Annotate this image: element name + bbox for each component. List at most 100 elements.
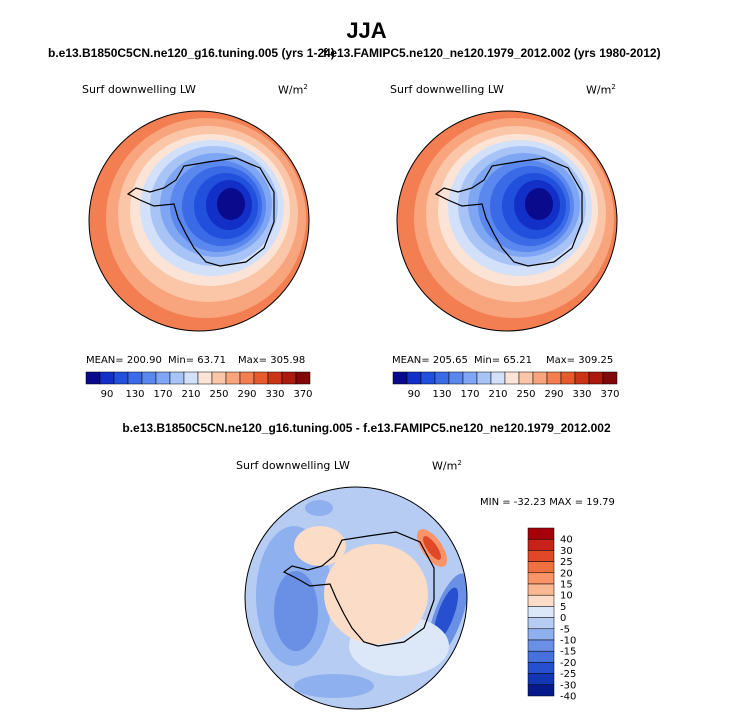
panel2-min: Min= 65.21 (474, 355, 532, 366)
colorbar-tick-label: 90 (101, 389, 114, 400)
colorbar-swatch (527, 639, 555, 652)
colorbar-swatch (295, 371, 311, 385)
colorbar-swatch (434, 371, 450, 385)
colorbar-swatch (462, 371, 478, 385)
colorbar-swatch (113, 371, 129, 385)
colorbar-swatch (527, 538, 555, 551)
figure-title: JJA (346, 18, 387, 43)
panel1-min: Min= 63.71 (168, 355, 226, 366)
panel2-max: Max= 309.25 (546, 355, 614, 366)
colorbar-tick-label: 170 (153, 389, 172, 400)
colorbar-tick-label: 210 (488, 389, 507, 400)
panel3-units-label: W/m2 (432, 459, 462, 473)
panel3-variable-label: Surf downwelling LW (236, 459, 350, 472)
panel2-colorbar: 90 130 170 210 250 290 330 370 (392, 371, 620, 400)
colorbar-tick-label: -30 (560, 680, 576, 691)
panel3-polar-map (244, 486, 468, 710)
colorbar-tick-label: 330 (265, 389, 284, 400)
colorbar-swatch (476, 371, 492, 385)
colorbar-tick-label: 370 (293, 389, 312, 400)
colorbar-tick-label: 250 (516, 389, 535, 400)
panel2-units-label: W/m2 (586, 83, 616, 97)
colorbar-swatch (99, 371, 115, 385)
colorbar-tick-label: -25 (560, 669, 576, 680)
difference-title: b.e13.B1850C5CN.ne120_g16.tuning.005 - f… (122, 421, 611, 435)
panel1-mean: MEAN= 200.90 (86, 355, 162, 366)
colorbar-swatch (527, 572, 555, 585)
colorbar-tick-label: 250 (209, 389, 228, 400)
colorbar-tick-label: 5 (560, 602, 566, 613)
case-b-title: f.e13.FAMIPC5.ne120_ne120.1979_2012.002 … (323, 46, 661, 60)
colorbar-swatch (504, 371, 520, 385)
colorbar-tick-label: 210 (181, 389, 200, 400)
colorbar-swatch (518, 371, 534, 385)
colorbar-swatch (527, 628, 555, 641)
colorbar-tick-label: 170 (460, 389, 479, 400)
panel1-max: Max= 305.98 (238, 355, 306, 366)
panel2-mean: MEAN= 205.65 (392, 355, 468, 366)
colorbar-swatch (588, 371, 604, 385)
colorbar-tick-label: -15 (560, 647, 576, 658)
colorbar-swatch (225, 371, 241, 385)
colorbar-tick-label: 25 (560, 557, 573, 568)
colorbar-swatch (267, 371, 283, 385)
case-a-title: b.e13.B1850C5CN.ne120_g16.tuning.005 (yr… (48, 46, 335, 60)
colorbar-tick-label: 10 (560, 591, 573, 602)
colorbar-tick-label: -40 (560, 692, 576, 703)
colorbar-swatch (448, 371, 464, 385)
colorbar-swatch (527, 617, 555, 630)
colorbar-swatch (155, 371, 171, 385)
colorbar-tick-label: 90 (408, 389, 421, 400)
colorbar-tick-label: 290 (544, 389, 563, 400)
colorbar-swatch (392, 371, 408, 385)
colorbar-swatch (85, 371, 101, 385)
colorbar-tick-label: 290 (237, 389, 256, 400)
panel1-variable-label: Surf downwelling LW (82, 83, 196, 96)
colorbar-tick-label: -20 (560, 658, 576, 669)
colorbar-tick-label: 30 (560, 546, 573, 557)
colorbar-swatch (527, 583, 555, 596)
colorbar-swatch (406, 371, 422, 385)
colorbar-tick-label: 20 (560, 568, 573, 579)
colorbar-swatch (527, 662, 555, 674)
panel1-units-label: W/m2 (278, 83, 308, 97)
colorbar-swatch (253, 371, 269, 385)
colorbar-tick-label: 330 (572, 389, 591, 400)
colorbar-swatch (527, 594, 555, 607)
colorbar-swatch (527, 606, 555, 618)
colorbar-tick-label: 0 (560, 613, 566, 624)
colorbar-swatch (532, 371, 548, 385)
panel1-polar-map (88, 110, 310, 332)
colorbar-tick-label: 130 (432, 389, 451, 400)
panel1-colorbar: 90 130 170 210 250 290 330 370 (85, 371, 313, 400)
colorbar-swatch (527, 561, 555, 574)
colorbar-tick-label: 40 (560, 535, 573, 546)
colorbar-swatch (574, 371, 590, 385)
colorbar-swatch (141, 371, 157, 385)
colorbar-swatch (546, 371, 562, 385)
colorbar-tick-label: -10 (560, 636, 576, 647)
colorbar-tick-label: 130 (125, 389, 144, 400)
colorbar-swatch (560, 371, 576, 385)
colorbar-swatch (281, 371, 297, 385)
colorbar-swatch (239, 371, 255, 385)
colorbar-swatch (490, 371, 506, 385)
colorbar-swatch (211, 371, 227, 385)
colorbar-tick-label: 15 (560, 580, 573, 591)
panel2-polar-map (396, 110, 618, 332)
colorbar-swatch (527, 650, 555, 663)
colorbar-swatch (127, 371, 143, 385)
colorbar-swatch (527, 550, 555, 562)
panel2-variable-label: Surf downwelling LW (390, 83, 504, 96)
colorbar-swatch (420, 371, 436, 385)
colorbar-swatch (183, 371, 199, 385)
colorbar-swatch (527, 673, 555, 686)
panel3-minmax: MIN = -32.23 MAX = 19.79 (480, 497, 615, 508)
colorbar-swatch (602, 371, 618, 385)
colorbar-swatch (527, 527, 555, 540)
colorbar-swatch (169, 371, 185, 385)
colorbar-swatch (197, 371, 213, 385)
colorbar-tick-label: -5 (560, 624, 570, 635)
colorbar-tick-label: 370 (600, 389, 619, 400)
